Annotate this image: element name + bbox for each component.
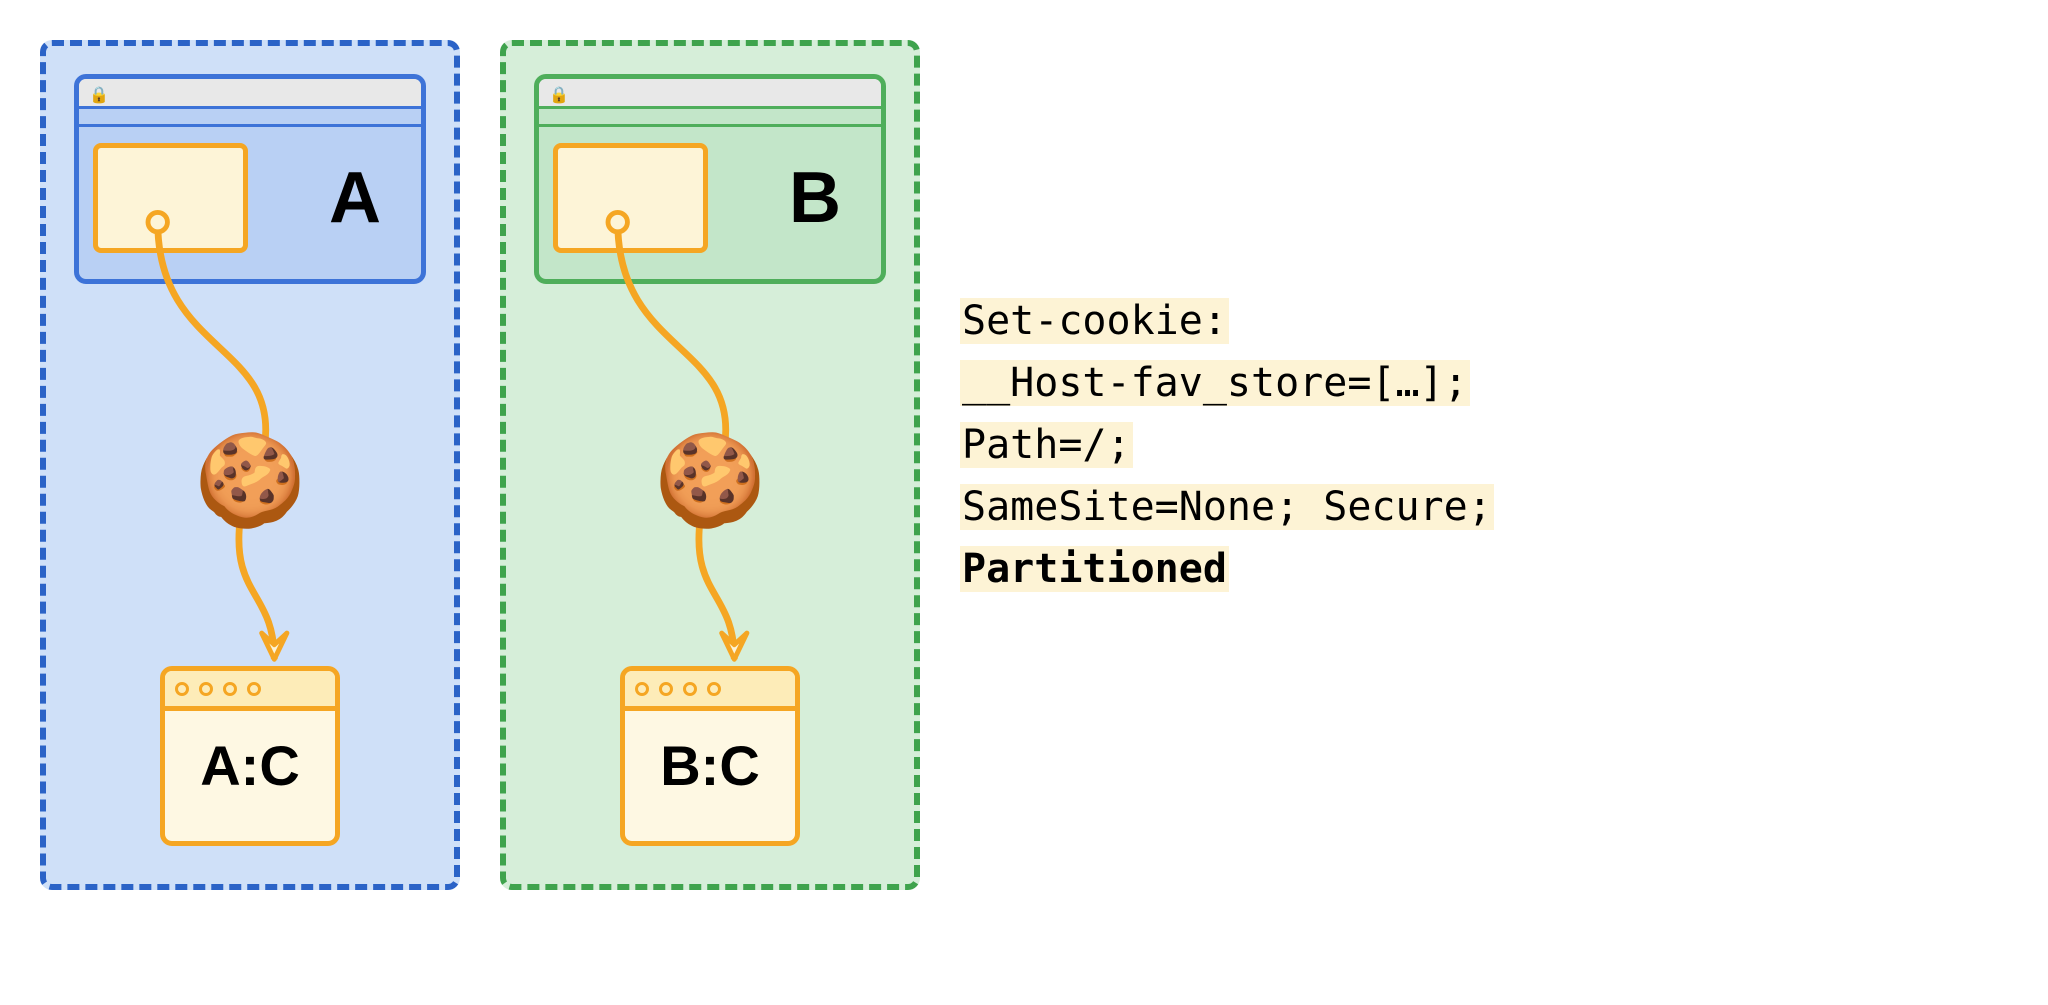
embedded-iframe-b xyxy=(553,143,708,253)
jar-dot-icon xyxy=(247,682,261,696)
jar-header xyxy=(165,671,335,711)
browser-a: 🔒 A xyxy=(74,74,426,284)
jar-dot-icon xyxy=(175,682,189,696)
embedded-iframe-a xyxy=(93,143,248,253)
code-line-2: __Host-fav_store=[…]; xyxy=(960,360,1470,406)
jar-dot-icon xyxy=(707,682,721,696)
code-line-5-partitioned: Partitioned xyxy=(960,546,1229,592)
jar-header xyxy=(625,671,795,711)
browser-b: 🔒 B xyxy=(534,74,886,284)
browser-body: A xyxy=(79,127,421,276)
cookie-jar-a: A:C xyxy=(160,666,340,846)
partition-b: 🔒 B 🍪 B:C xyxy=(500,40,920,890)
site-label-b: B xyxy=(789,157,841,239)
code-line-3: Path=/; xyxy=(960,422,1133,468)
browser-body: B xyxy=(539,127,881,276)
code-line-4: SameSite=None; Secure; xyxy=(960,484,1494,530)
lock-icon: 🔒 xyxy=(89,85,109,105)
site-label-a: A xyxy=(329,157,381,239)
set-cookie-header-code: Set-cookie: __Host-fav_store=[…]; Path=/… xyxy=(960,290,1494,600)
code-line-1: Set-cookie: xyxy=(960,298,1229,344)
cookie-icon: 🍪 xyxy=(654,436,766,526)
jar-dot-icon xyxy=(683,682,697,696)
jar-dot-icon xyxy=(659,682,673,696)
jar-label-b: B:C xyxy=(625,711,795,798)
cookie-jar-b: B:C xyxy=(620,666,800,846)
partition-a: 🔒 A 🍪 A:C xyxy=(40,40,460,890)
jar-dot-icon xyxy=(223,682,237,696)
jar-dot-icon xyxy=(199,682,213,696)
jar-label-a: A:C xyxy=(165,711,335,798)
cookie-icon: 🍪 xyxy=(194,436,306,526)
browser-toolbar xyxy=(539,109,881,127)
browser-url-bar: 🔒 xyxy=(79,79,421,109)
browser-toolbar xyxy=(79,109,421,127)
lock-icon: 🔒 xyxy=(549,85,569,105)
browser-url-bar: 🔒 xyxy=(539,79,881,109)
jar-dot-icon xyxy=(635,682,649,696)
partitioned-cookies-diagram: 🔒 A 🍪 A:C xyxy=(40,40,2008,890)
